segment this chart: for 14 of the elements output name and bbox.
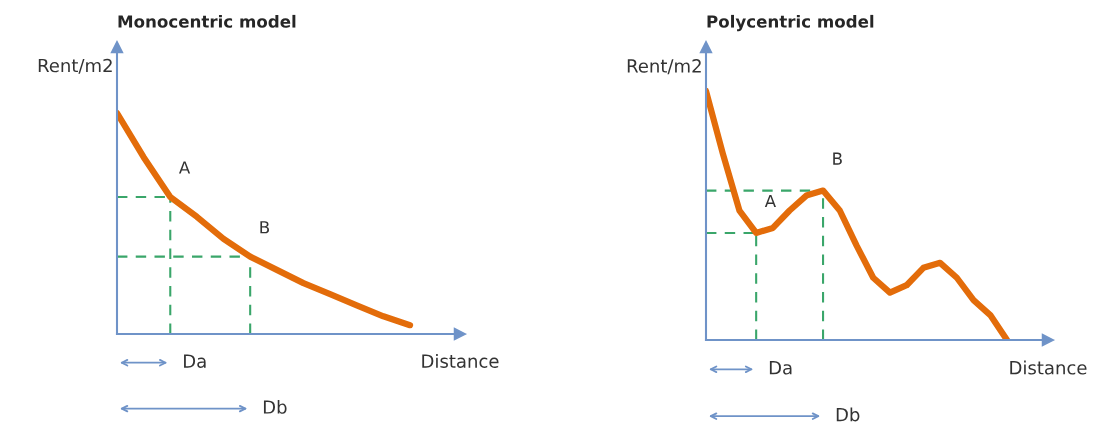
y-axis-title: Rent/m2 <box>38 58 112 74</box>
x-axis-title: Distance <box>1010 360 1087 375</box>
chart-title: Polycentric model <box>707 14 874 32</box>
text: Da <box>769 361 792 375</box>
ref-line-label: A <box>764 194 776 208</box>
text: Db <box>263 399 287 414</box>
y-axis-title: Rent/m2 <box>627 59 701 75</box>
x-axis-title: Distance <box>422 353 499 368</box>
text: Db <box>836 407 860 422</box>
text: Da <box>184 354 206 368</box>
ref-line-label: B <box>833 152 842 165</box>
ref-line-label: A <box>178 161 191 174</box>
chart-title: Monocentric model <box>118 14 296 28</box>
ref-line-label: B <box>260 221 270 234</box>
